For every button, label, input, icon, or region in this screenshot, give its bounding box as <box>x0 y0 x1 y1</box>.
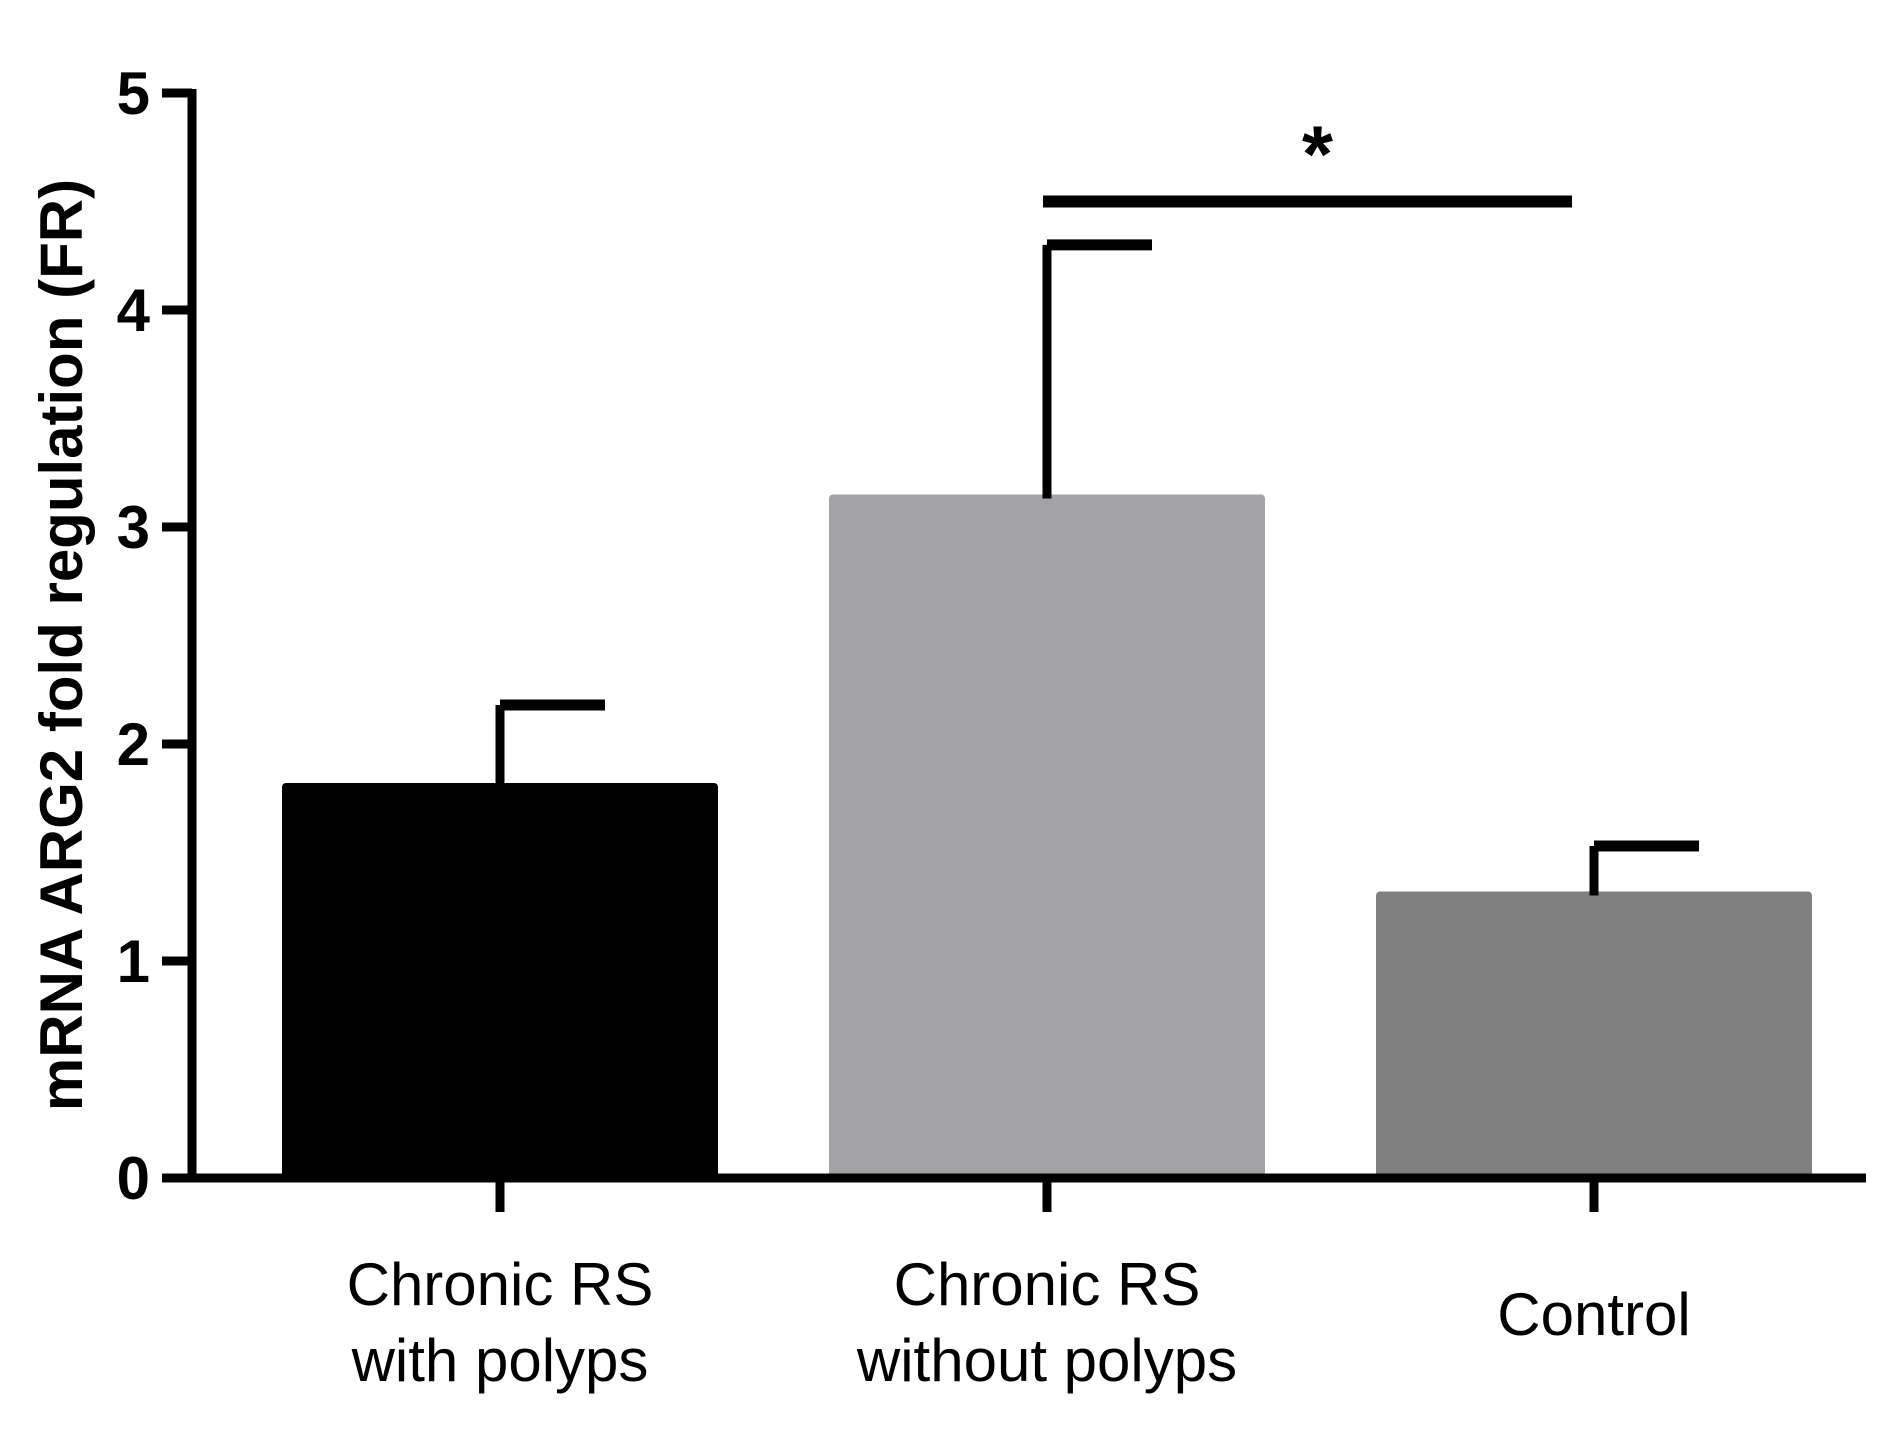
y-tick-label: 0 <box>117 1145 150 1212</box>
bar-2 <box>829 494 1265 1178</box>
category-label-line: Control <box>1497 1281 1690 1348</box>
category-label-line: with polyps <box>351 1327 649 1394</box>
y-tick-label: 5 <box>117 60 150 127</box>
category-label: Chronic RS with polyps <box>347 1251 654 1394</box>
y-tick-label: 4 <box>117 277 151 344</box>
y-axis-title: mRNA ARG2 fold regulation (FR) <box>28 179 95 1111</box>
category-label-line: Chronic RS <box>347 1251 654 1318</box>
bar-1 <box>282 783 718 1178</box>
category-label-line: without polyps <box>856 1327 1237 1394</box>
significance-star: * <box>1302 110 1334 199</box>
significance-annotation: * <box>1043 110 1572 208</box>
bar-3 <box>1376 891 1812 1178</box>
y-tick-label: 2 <box>117 711 150 778</box>
axes <box>187 89 1866 1212</box>
category-labels: Chronic RS with polyps Chronic RS without p… <box>347 1251 1691 1394</box>
category-label: Chronic RS without polyps <box>856 1251 1237 1394</box>
bars <box>282 494 1812 1178</box>
y-axis-ticks: 0 1 2 3 4 5 <box>117 60 192 1212</box>
category-label: Control <box>1497 1281 1690 1348</box>
y-tick-label: 3 <box>117 494 150 561</box>
y-tick-label: 1 <box>117 928 150 995</box>
error-bars <box>495 239 1699 896</box>
category-label-line: Chronic RS <box>894 1251 1201 1318</box>
